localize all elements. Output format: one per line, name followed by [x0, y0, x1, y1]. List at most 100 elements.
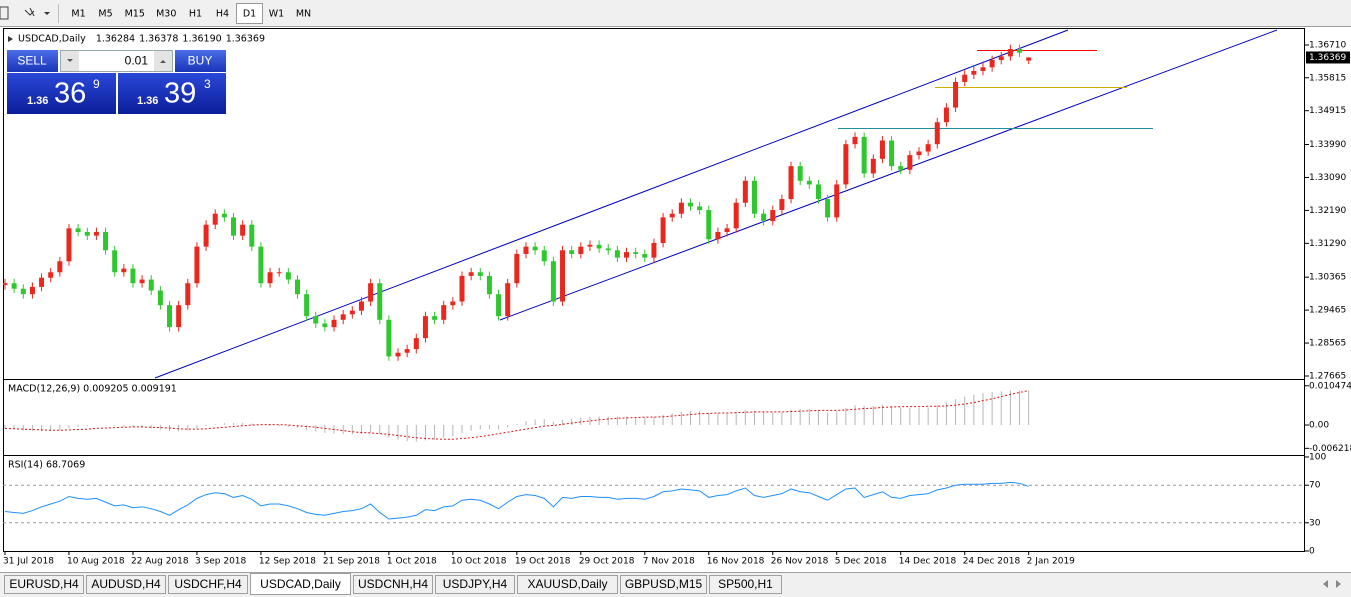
candle-body: [450, 301, 456, 306]
lot-down-arrow: [67, 59, 73, 62]
tab-label[interactable]: EURUSD,H4: [9, 577, 79, 591]
current-price-box: [1306, 51, 1350, 64]
tab[interactable]: [86, 575, 166, 594]
tab-label[interactable]: AUDUSD,H4: [91, 577, 161, 591]
tab-label[interactable]: SP500,H1: [718, 577, 773, 591]
candle-body: [934, 122, 940, 145]
candle-body: [889, 140, 895, 167]
timeframe-button[interactable]: H1: [189, 9, 202, 20]
x-tick-label: 1 Oct 2018: [387, 557, 437, 567]
candle-body: [358, 301, 364, 311]
candle-body: [550, 261, 556, 302]
active-timeframe: [236, 3, 263, 24]
candle-body: [221, 213, 227, 218]
candle-body: [715, 231, 721, 240]
candle-body: [121, 268, 127, 273]
candle-body: [340, 314, 346, 320]
x-tick-label: 22 Aug 2018: [131, 557, 189, 567]
tab-label[interactable]: USDCAD,Daily: [260, 577, 341, 591]
tab[interactable]: [620, 575, 707, 594]
candle-body: [943, 107, 949, 123]
tab-scroll-right[interactable]: [1336, 580, 1341, 588]
tab-label[interactable]: USDCNH,H4: [358, 577, 428, 591]
candle-body: [678, 202, 684, 214]
tab-label[interactable]: GBPUSD,M15: [625, 577, 703, 591]
toolbar-icon[interactable]: [24, 7, 35, 17]
toolbar-icon[interactable]: [0, 6, 9, 20]
tab-label[interactable]: USDJPY,H4: [443, 577, 508, 591]
candle-body: [815, 184, 821, 200]
y-tick-label: 1.33990: [1309, 140, 1346, 150]
tab[interactable]: [4, 575, 84, 594]
toolbar-dropdown[interactable]: [44, 12, 50, 15]
candle-body: [724, 228, 730, 232]
y-tick-label: 1.34915: [1309, 106, 1346, 116]
candle-body: [432, 316, 438, 320]
tab[interactable]: [168, 575, 248, 594]
candle-body: [916, 151, 922, 156]
candle-body: [843, 144, 849, 185]
timeframe-button[interactable]: M30: [156, 9, 176, 20]
tab-label[interactable]: XAUUSD,Daily: [527, 577, 607, 591]
lot-up-arrow: [160, 60, 166, 63]
candle-body: [834, 184, 840, 218]
candle-body: [93, 231, 99, 236]
candle-body: [468, 272, 474, 276]
candle-body: [514, 253, 520, 284]
ask-small: 3: [204, 77, 211, 91]
trade-panel: SELL 0.01 BUY 1.36 36 9 1.36 39 3: [7, 50, 226, 114]
tab-scroll-left[interactable]: [1323, 580, 1328, 588]
tab-label[interactable]: USDCHF,H4: [174, 577, 242, 591]
channel-line[interactable]: [499, 29, 1278, 321]
candle-body: [349, 310, 355, 315]
timeframe-button[interactable]: MN: [296, 9, 311, 20]
buy-button[interactable]: [175, 50, 226, 72]
lot-input[interactable]: [60, 50, 173, 72]
x-tick-label: 3 Sep 2018: [195, 557, 247, 567]
tab[interactable]: [517, 575, 618, 594]
candle-body: [276, 272, 282, 274]
timeframe-button[interactable]: M15: [125, 9, 145, 20]
bid-box[interactable]: [7, 73, 116, 114]
timeframe-button[interactable]: M1: [71, 9, 85, 20]
macd-title: MACD(12,26,9) 0.009205 0.009191: [8, 384, 177, 395]
candle-body: [258, 246, 264, 284]
candle-body: [103, 231, 109, 251]
candle-body: [660, 217, 666, 243]
sell-button[interactable]: [7, 50, 58, 72]
timeframe-button[interactable]: D1: [243, 9, 256, 20]
candle-body: [3, 283, 8, 286]
buy-label[interactable]: BUY: [188, 54, 213, 68]
tab[interactable]: [435, 575, 515, 594]
x-tick-label: 26 Nov 2018: [771, 557, 829, 567]
candle-body: [779, 199, 785, 211]
sell-label[interactable]: SELL: [17, 54, 47, 68]
candle-body: [806, 180, 812, 185]
tab[interactable]: [353, 575, 433, 594]
candle-body: [313, 316, 319, 324]
candle-body: [980, 67, 986, 71]
tab[interactable]: [709, 575, 782, 594]
x-tick-label: 16 Nov 2018: [707, 557, 765, 567]
timeframe-button[interactable]: W1: [269, 9, 284, 20]
candle-body: [377, 283, 383, 320]
y-tick-label: 1.33090: [1309, 173, 1346, 183]
channel-line[interactable]: [154, 29, 1069, 379]
ohlc-label: 1.36190: [182, 34, 221, 45]
timeframe-button[interactable]: M5: [98, 9, 112, 20]
tab[interactable]: [250, 573, 351, 595]
candle-body: [669, 213, 675, 218]
ask-box[interactable]: [118, 73, 226, 114]
candle-body: [706, 210, 712, 240]
candle-body: [1017, 49, 1023, 53]
candle-body: [240, 224, 246, 236]
candle-body: [249, 224, 255, 247]
timeframe-button[interactable]: H4: [216, 9, 229, 20]
lot-value[interactable]: 0.01: [125, 54, 149, 68]
plot-area: [3, 29, 1305, 524]
candle-body: [797, 166, 803, 181]
candle-body: [203, 224, 209, 247]
candle-body: [523, 246, 529, 254]
x-tick-label: 5 Dec 2018: [835, 557, 887, 567]
chart-menu-icon[interactable]: [8, 36, 13, 42]
